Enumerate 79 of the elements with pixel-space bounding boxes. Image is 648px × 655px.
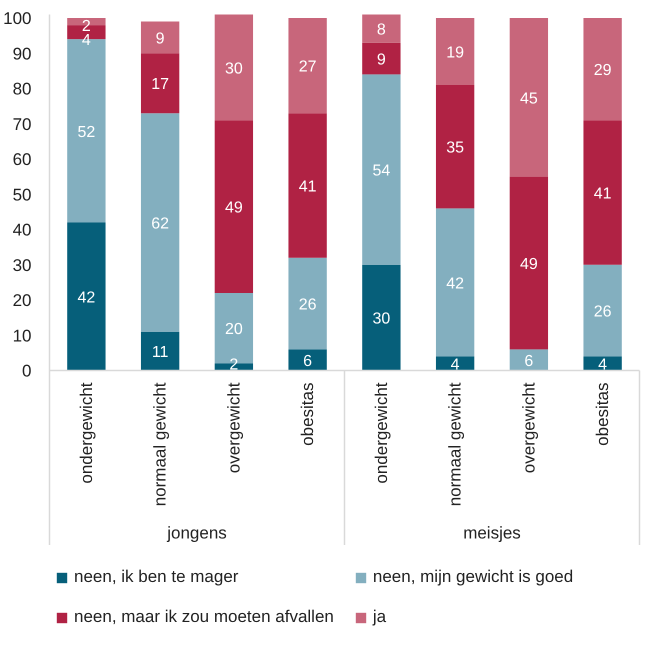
bar [583, 264, 622, 356]
data-label: 49 [224, 200, 243, 217]
bar [362, 74, 401, 265]
data-label: 42 [77, 289, 96, 306]
x-tick-label: overgewicht [519, 382, 538, 474]
legend-label: neen, maar ik zou moeten afvallen [74, 607, 334, 627]
bar [362, 14, 401, 43]
bar [362, 264, 401, 370]
legend-label: ja [372, 607, 388, 627]
data-label: 26 [594, 304, 612, 321]
bar [214, 120, 254, 293]
data-label: 6 [524, 352, 534, 370]
data-label: 20 [224, 321, 243, 338]
data-label: 2 [229, 356, 238, 374]
bar [436, 208, 474, 356]
y-tick-label: 20 [12, 291, 32, 310]
bar [362, 42, 401, 74]
bar [67, 222, 106, 370]
x-tick-label: normaal gewicht [150, 382, 170, 506]
bar [288, 18, 327, 114]
bar [140, 332, 180, 370]
data-label: 8 [376, 22, 386, 39]
bar [583, 120, 622, 265]
bar [583, 18, 622, 120]
x-tick-label: overgewicht [224, 382, 244, 474]
data-label: 45 [520, 90, 538, 108]
x-tick-label: obesitas [298, 382, 318, 446]
data-label: 41 [594, 186, 612, 202]
data-label: 17 [151, 76, 170, 94]
legend-label: neen, ik ben te mager [74, 567, 238, 587]
x-tick-label: ondergewicht [76, 382, 96, 484]
legend-label: neen, mijn gewicht is goed [372, 567, 574, 587]
y-tick-label: 60 [12, 150, 32, 170]
y-tick-label: 0 [22, 362, 32, 380]
data-label: 29 [594, 62, 612, 80]
bar [510, 349, 548, 370]
y-tick-label: 30 [12, 256, 32, 275]
data-label: 30 [224, 60, 243, 78]
data-label: 11 [152, 344, 169, 362]
bar [288, 258, 327, 350]
data-label: 6 [303, 352, 312, 370]
data-label: 9 [376, 52, 386, 69]
y-tick-label: 70 [12, 114, 32, 134]
bar [510, 18, 548, 177]
bar [140, 22, 180, 54]
data-label: 42 [446, 275, 464, 292]
data-label: 4 [598, 356, 608, 374]
data-label: 62 [151, 215, 170, 232]
y-tick-label: 10 [12, 326, 32, 346]
data-label: 19 [446, 44, 464, 62]
data-label: 9 [156, 30, 165, 48]
data-label: 54 [372, 162, 390, 180]
y-tick-label: 90 [12, 44, 32, 64]
bar [140, 53, 180, 114]
data-label: 26 [298, 296, 317, 314]
text: jongens [166, 524, 227, 542]
bar [288, 113, 327, 258]
text: meisjes [463, 524, 521, 542]
data-label: 49 [520, 256, 538, 273]
y-tick-label: 40 [12, 220, 32, 240]
x-tick-label: obesitas [593, 382, 612, 446]
bar [214, 14, 254, 120]
x-tick-label: ondergewicht [372, 382, 391, 484]
y-tick-label: 80 [12, 80, 32, 99]
y-tick-label: 50 [12, 185, 32, 204]
data-label: 27 [298, 58, 317, 76]
x-tick-label: normaal gewicht [446, 382, 465, 506]
bar [436, 18, 474, 85]
bar [140, 113, 180, 332]
bar [288, 349, 327, 370]
data-label: 2 [82, 18, 91, 36]
data-label: 35 [446, 140, 464, 157]
data-label: 30 [372, 310, 390, 328]
data-label: 52 [77, 124, 96, 141]
bar [436, 84, 474, 208]
bar [510, 176, 548, 350]
data-label: 41 [298, 178, 317, 196]
data-label: 4 [450, 356, 460, 374]
y-tick-label: 100 [3, 9, 32, 28]
